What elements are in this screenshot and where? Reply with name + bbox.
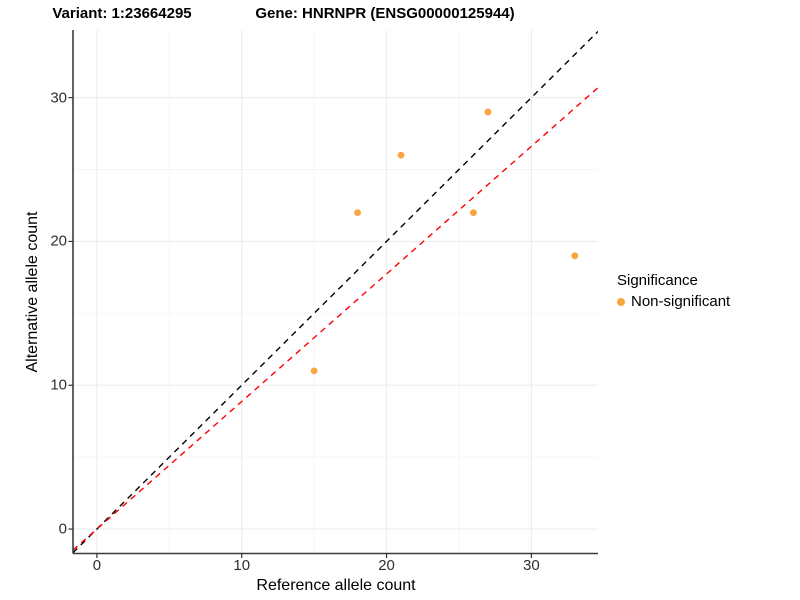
- data-point: [484, 108, 492, 116]
- identity-line: [73, 30, 598, 554]
- data-point: [470, 209, 477, 217]
- y-tick-label: 0: [58, 520, 67, 538]
- y-tick-label: 30: [50, 89, 67, 107]
- x-axis-title: Reference allele count: [256, 577, 416, 594]
- x-tick-label: 20: [378, 557, 395, 574]
- legend-point-icon: [617, 297, 625, 306]
- legend-title: Significance: [617, 272, 698, 289]
- data-point: [310, 367, 318, 375]
- legend-item-label: Non-significant: [631, 293, 731, 310]
- variant-title: Variant: 1:23664295: [52, 5, 192, 22]
- y-tick-label: 20: [50, 232, 67, 250]
- legend-item: Non-significant: [617, 293, 730, 310]
- x-tick-label: 30: [523, 557, 540, 574]
- x-tick-label: 0: [92, 557, 102, 574]
- legend: Significance Non-significant: [617, 272, 730, 310]
- y-axis-title: Alternative allele count: [24, 211, 41, 373]
- data-point: [571, 252, 579, 260]
- y-tick-label: 10: [50, 376, 67, 394]
- data-point: [397, 151, 405, 159]
- regression-line: [73, 87, 598, 551]
- gene-title: Gene: HNRNPR (ENSG00000125944): [255, 5, 515, 22]
- data-point: [354, 209, 361, 217]
- legend-items: Non-significant: [617, 293, 730, 310]
- x-tick-label: 10: [233, 557, 251, 574]
